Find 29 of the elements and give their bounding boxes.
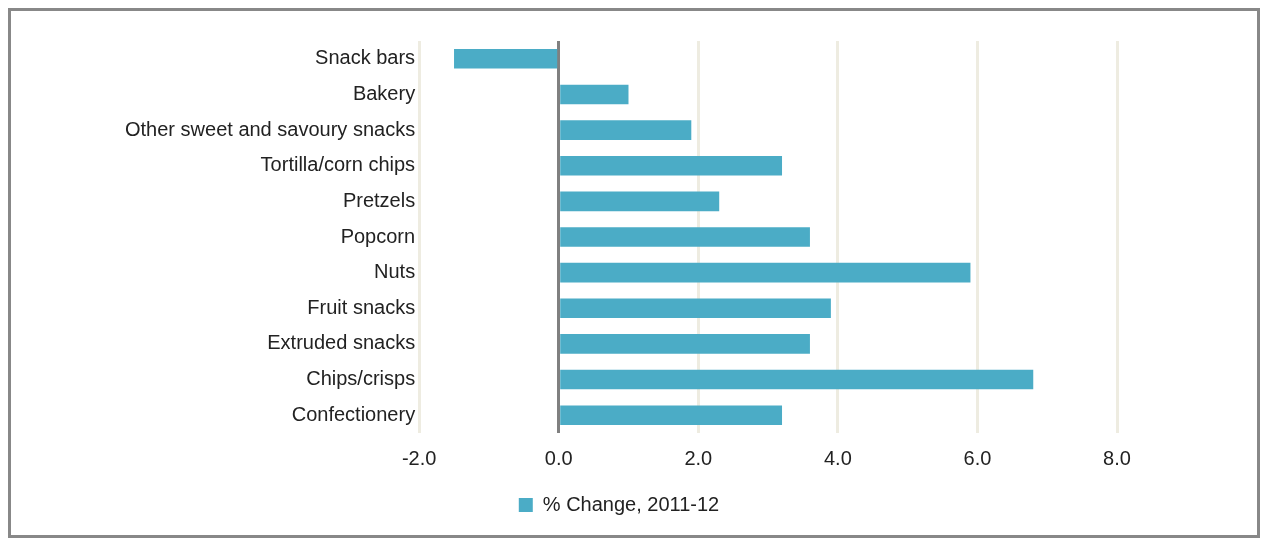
y-tick-label: Bakery [352, 81, 416, 104]
bar [560, 191, 720, 212]
legend-label: % Change, 2011-12 [542, 492, 720, 515]
bar [560, 227, 810, 247]
x-tick-label: 6.0 [963, 446, 992, 469]
y-tick-label: Extruded snacks [267, 331, 416, 354]
bar [560, 262, 971, 283]
bar [560, 334, 810, 354]
x-tick-label: 2.0 [684, 446, 713, 469]
bar [560, 298, 831, 319]
y-tick-label: Popcorn [340, 224, 416, 247]
bar [560, 155, 783, 176]
y-tick-label: Other sweet and savoury snacks [125, 117, 416, 140]
y-tick-label: Pretzels [342, 188, 416, 211]
bar [560, 405, 783, 425]
x-tick-label: 4.0 [823, 446, 852, 469]
x-tick-label: 0.0 [544, 446, 573, 469]
x-tick-label: -2.0 [401, 446, 437, 469]
y-tick-label: Snack bars [315, 46, 416, 69]
y-tick-label: Tortilla/corn chips [260, 153, 416, 176]
y-tick-label: Confectionery [291, 402, 416, 425]
y-tick-label: Chips/crisps [306, 367, 416, 390]
bar [560, 120, 692, 140]
y-tick-label: Nuts [374, 260, 416, 283]
x-tick-label: 8.0 [1103, 446, 1131, 469]
bar [560, 369, 1034, 390]
bar [560, 84, 629, 105]
y-tick-label: Fruit snacks [307, 295, 416, 318]
bar [454, 49, 558, 69]
